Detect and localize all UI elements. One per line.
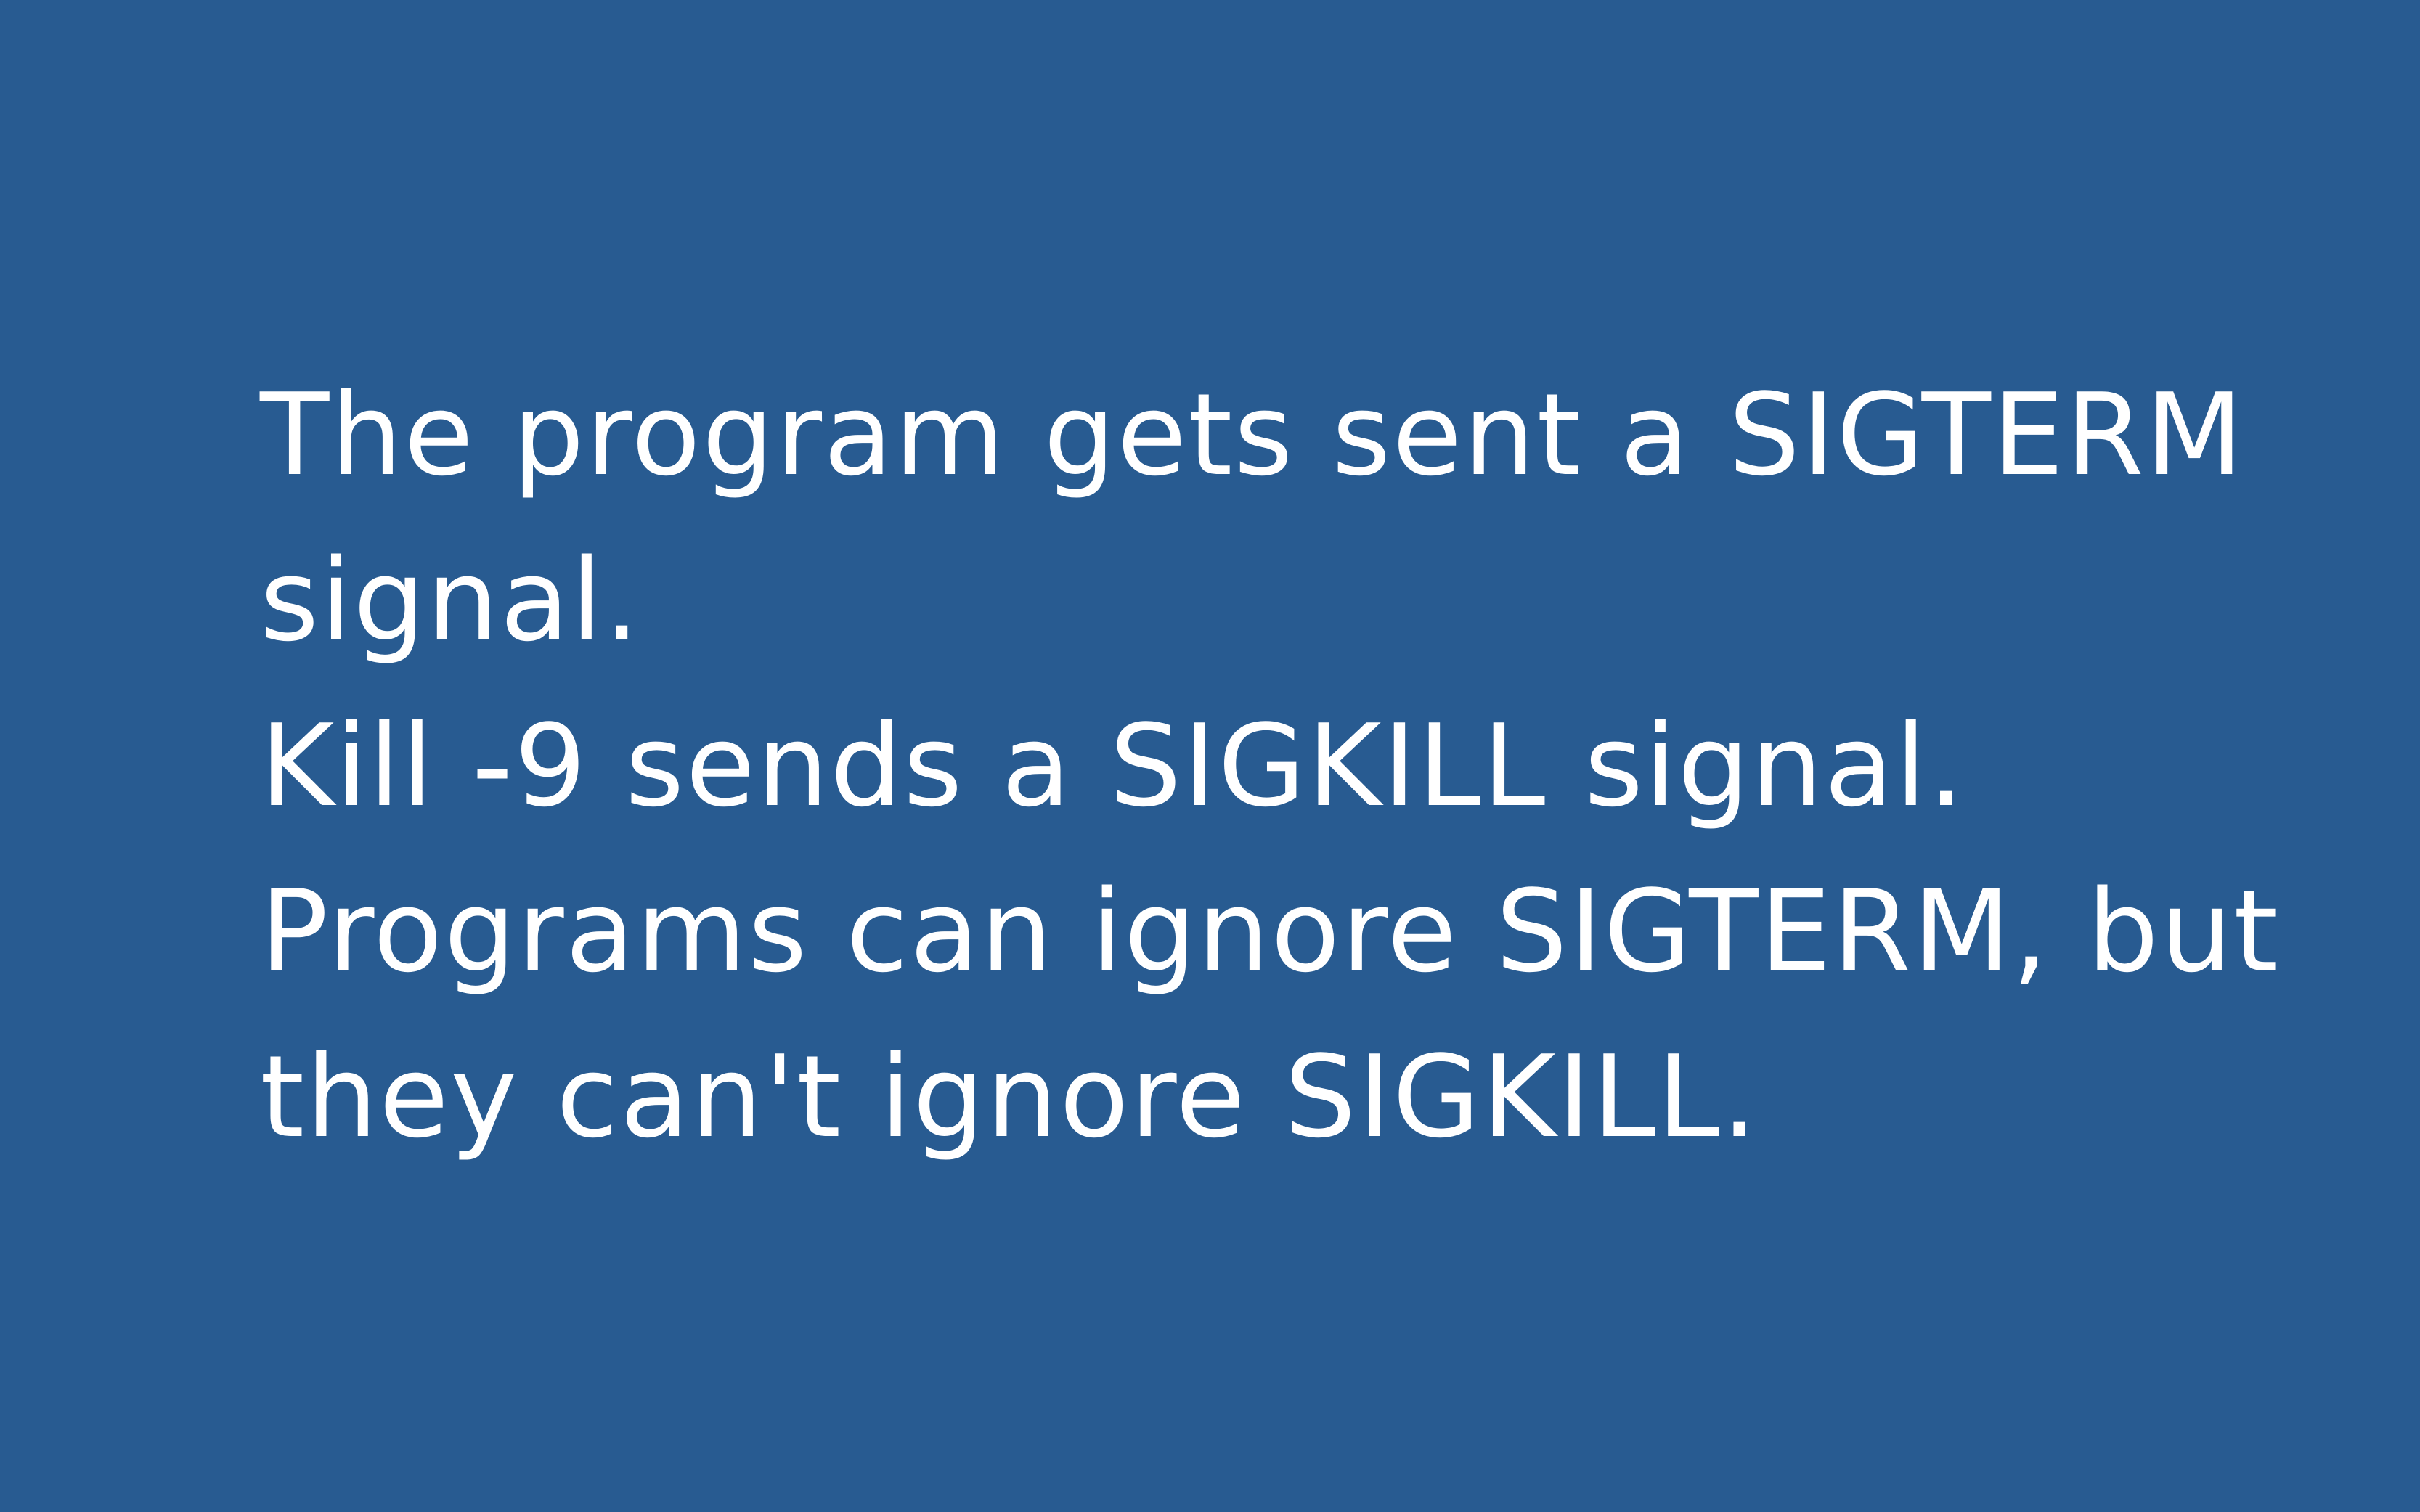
text-line-4: Programs can ignore SIGTERM, but [260,865,2280,997]
text-line-5: they can't ignore SIGKILL. [260,1031,1759,1163]
text-line-1: The program gets sent a SIGTERM [260,369,2245,501]
text-line-2: signal. [260,534,642,666]
slide-text-block: The program gets sent a SIGTERM signal. … [260,352,2280,1180]
text-line-3: Kill -9 sends a SIGKILL signal. [260,700,1965,832]
